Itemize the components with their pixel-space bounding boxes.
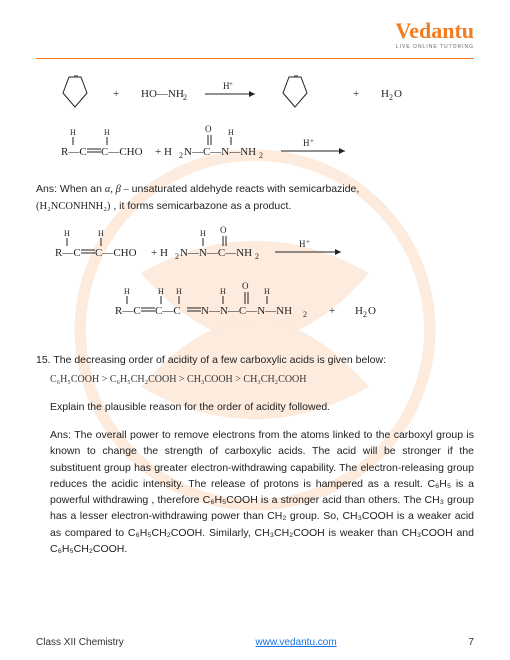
- svg-text:2: 2: [303, 310, 307, 319]
- svg-text:H: H: [228, 128, 234, 137]
- footer-left: Class XII Chemistry: [36, 637, 124, 648]
- answer-14: Ans: When an α, β – unsaturated aldehyde…: [36, 181, 474, 216]
- svg-text:O: O: [205, 124, 212, 134]
- svg-text:N—N—C—N—NH: N—N—C—N—NH: [201, 305, 292, 317]
- q15-order: C₆H₅COOH > C₆H₅CH₂COOH > CH₃COOH > CH₃CH…: [50, 374, 474, 385]
- svg-text:H: H: [264, 287, 270, 296]
- logo-text: Vedantu: [395, 20, 474, 42]
- svg-text:2: 2: [363, 310, 367, 319]
- svg-text:+: +: [229, 80, 233, 88]
- svg-text:HO—NH: HO—NH: [141, 88, 184, 100]
- ans14-greek: α, β –: [105, 184, 129, 195]
- q15-explain: Explain the plausible reason for the ord…: [50, 399, 474, 415]
- footer: Class XII Chemistry www.vedantu.com 7: [36, 631, 474, 648]
- svg-text:O: O: [394, 88, 402, 100]
- svg-text:O: O: [220, 225, 227, 235]
- svg-text:R—C: R—C: [55, 247, 81, 259]
- svg-text:H: H: [104, 128, 110, 137]
- svg-text:H: H: [158, 287, 164, 296]
- svg-text:H: H: [220, 287, 226, 296]
- svg-text:H: H: [70, 128, 76, 137]
- svg-text:H: H: [200, 229, 206, 238]
- svg-text:N—C—N—NH: N—C—N—NH: [184, 146, 256, 158]
- ans14-formula: (H₂NCONHNH₂): [36, 201, 110, 212]
- reaction-figure-2: R—C C—CHO H H + H2N—N—C—NH2 H O H+ R—C C…: [36, 222, 474, 332]
- footer-link[interactable]: www.vedantu.com: [256, 637, 337, 648]
- svg-text:2: 2: [179, 151, 183, 160]
- svg-text:O: O: [242, 281, 249, 291]
- ans14-tail: , it forms semicarbazone as a product.: [113, 200, 291, 212]
- svg-text:2: 2: [175, 252, 179, 261]
- svg-text:+ H: + H: [151, 247, 168, 259]
- svg-text:H: H: [176, 287, 182, 296]
- svg-text:2: 2: [183, 93, 187, 102]
- svg-text:N—N—C—NH: N—N—C—NH: [180, 247, 252, 259]
- svg-text:2: 2: [389, 93, 393, 102]
- ans14-cont: unsaturated aldehyde reacts with semicar…: [132, 183, 360, 195]
- logo: Vedantu LIVE ONLINE TUTORING: [395, 20, 474, 50]
- svg-text:C—CHO: C—CHO: [101, 146, 143, 158]
- svg-text:+: +: [113, 88, 119, 100]
- q15-lead: 15. The decreasing order of acidity of a…: [36, 352, 474, 368]
- svg-text:O: O: [368, 305, 376, 317]
- ans14-lead: Ans: When an: [36, 183, 105, 195]
- svg-text:2: 2: [259, 151, 263, 160]
- logo-rest: edantu: [409, 18, 474, 43]
- svg-text:+: +: [329, 305, 335, 317]
- svg-text:R—C: R—C: [115, 305, 141, 317]
- reaction-figure-1: O + HO—NH2 H+ N—OH + H2O R—C C—CHO: [36, 75, 474, 171]
- answer-15: Ans: The overall power to remove electro…: [50, 427, 474, 557]
- svg-text:2: 2: [255, 252, 259, 261]
- svg-text:H: H: [299, 239, 306, 249]
- svg-text:H: H: [124, 287, 130, 296]
- svg-text:H: H: [355, 305, 363, 317]
- svg-text:C—C: C—C: [155, 305, 181, 317]
- spacer: [36, 563, 474, 631]
- svg-text:H: H: [64, 229, 70, 238]
- logo-row: Vedantu LIVE ONLINE TUTORING: [36, 20, 474, 50]
- page-content: Vedantu LIVE ONLINE TUTORING O + HO—NH2 …: [0, 0, 510, 660]
- svg-text:H: H: [303, 138, 310, 148]
- svg-text:+: +: [353, 88, 359, 100]
- logo-subtitle: LIVE ONLINE TUTORING: [395, 44, 474, 50]
- svg-text:H: H: [98, 229, 104, 238]
- svg-text:H: H: [381, 88, 389, 100]
- svg-text:C—CHO: C—CHO: [95, 247, 137, 259]
- svg-text:+: +: [306, 238, 310, 246]
- footer-page: 7: [468, 637, 474, 648]
- svg-text:+ H: + H: [155, 146, 172, 158]
- header-rule: [36, 58, 474, 59]
- svg-text:R—C: R—C: [61, 146, 87, 158]
- svg-text:+: +: [310, 137, 314, 145]
